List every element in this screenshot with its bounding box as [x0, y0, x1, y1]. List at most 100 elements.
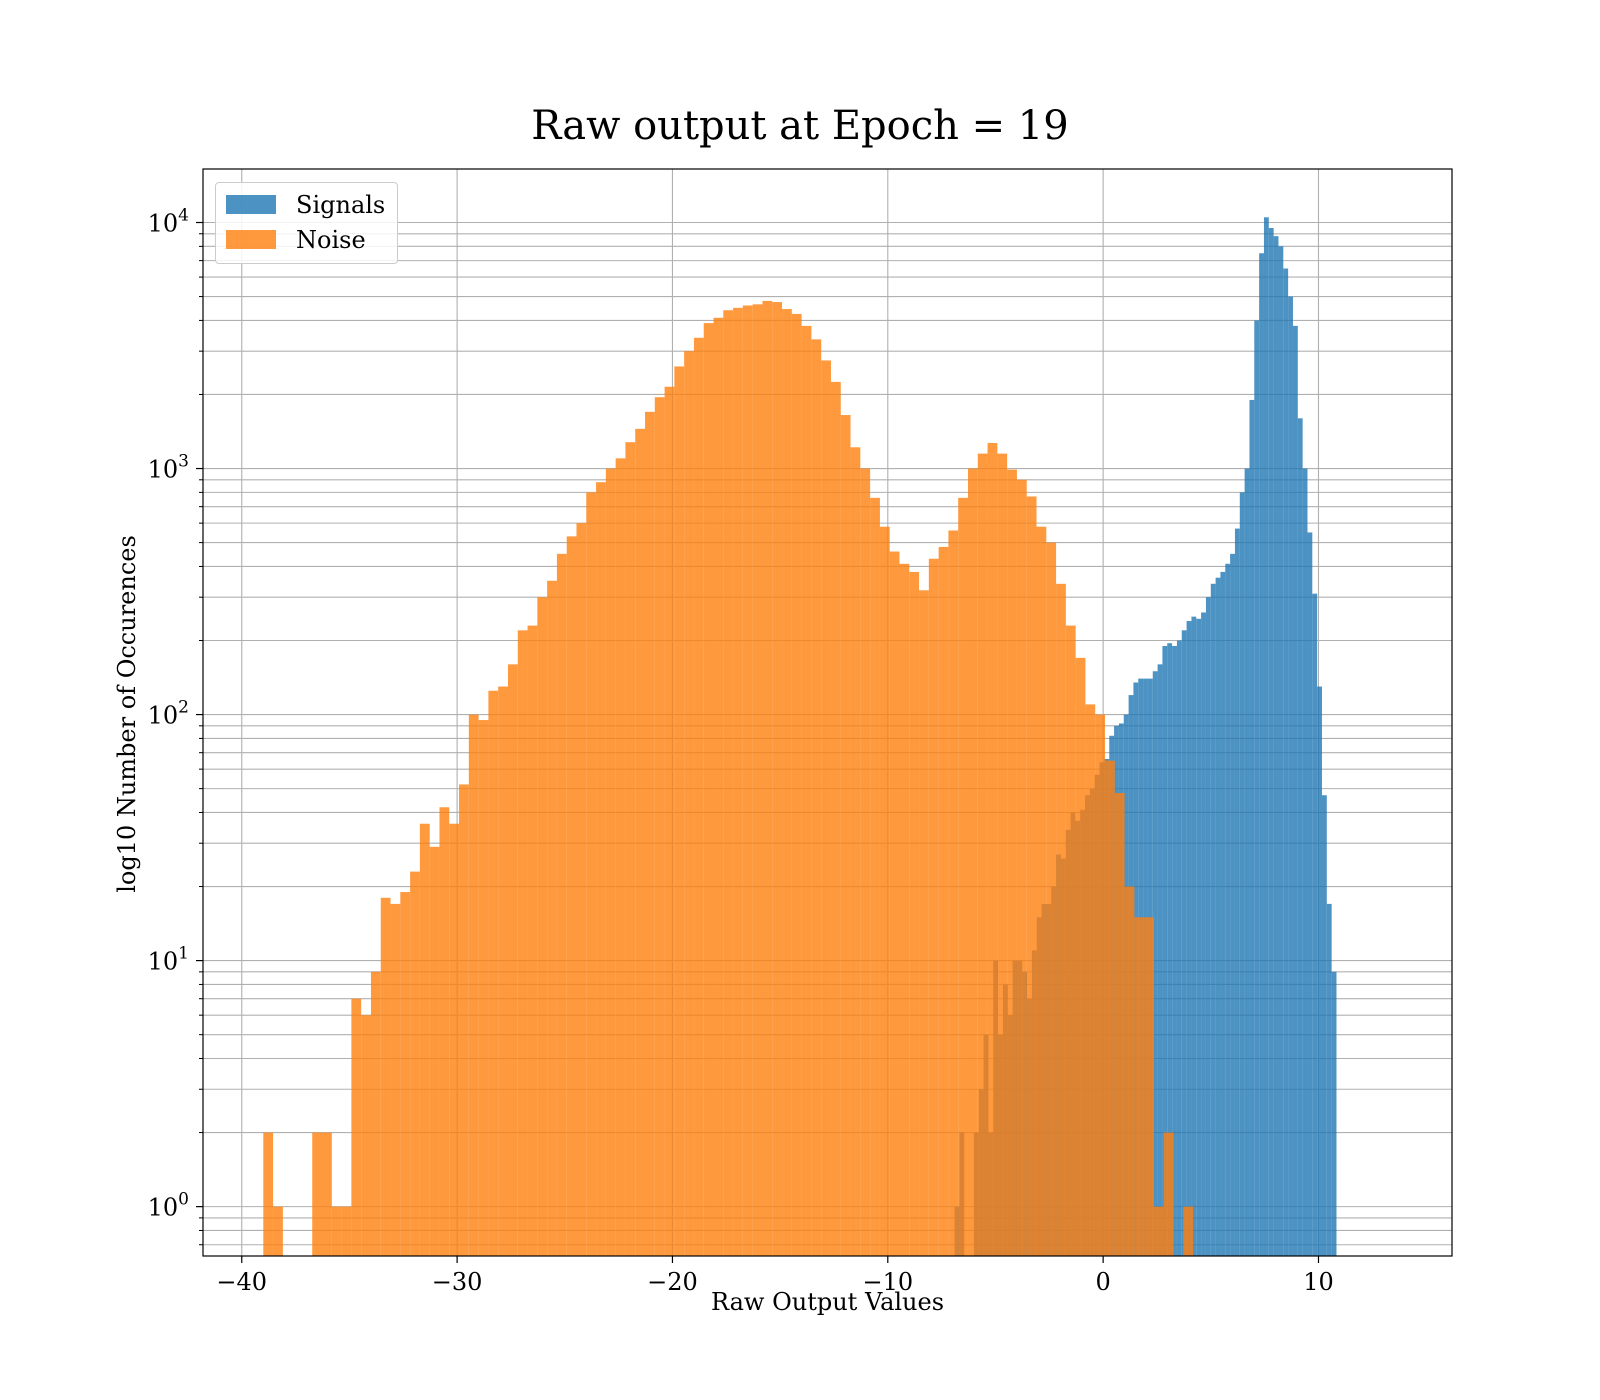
histogram-bar-noise: [312, 1132, 323, 1256]
histogram-bar-noise: [860, 468, 871, 1256]
histogram-bar-signals: [1326, 903, 1332, 1256]
histogram-bar-signals: [1244, 468, 1250, 1256]
histogram-bar-noise: [459, 784, 469, 1256]
histogram-bar-noise: [361, 1015, 371, 1256]
histogram-bar-noise: [1016, 479, 1027, 1256]
y-tick-label-base: 10: [148, 702, 179, 730]
histogram-bar-noise: [1085, 704, 1096, 1256]
histogram-bar-noise: [948, 530, 959, 1256]
histogram-bar-noise: [547, 580, 557, 1256]
histogram-bar-noise: [840, 415, 851, 1256]
x-tick-label: −40: [216, 1268, 267, 1296]
histogram-bar-noise: [400, 892, 411, 1256]
histogram-bar-signals: [1268, 227, 1274, 1257]
histogram-bar-signals: [1215, 577, 1221, 1256]
histogram-bar-signals: [1239, 492, 1245, 1256]
histogram-bar-noise: [341, 1206, 352, 1256]
histogram-bar-noise: [273, 1206, 283, 1256]
histogram-bar-noise: [684, 351, 694, 1256]
histogram-bar-signals: [1259, 253, 1264, 1256]
histogram-bar-signals: [1196, 618, 1202, 1256]
histogram-bar-signals: [1157, 664, 1163, 1256]
histogram-bar-signals: [1283, 268, 1289, 1256]
histogram-bar-noise: [654, 397, 665, 1256]
y-tick-label-exponent: 0: [178, 1190, 189, 1210]
y-tick-label: 100: [148, 1190, 189, 1222]
legend-swatch-noise: [226, 230, 276, 249]
histogram-bar-noise: [635, 428, 646, 1257]
x-tick-label: −10: [862, 1268, 913, 1296]
histogram-bar-signals: [1176, 640, 1182, 1256]
histogram-bar-noise: [713, 317, 724, 1256]
histogram-bar-noise: [645, 411, 655, 1257]
histogram-bar-noise: [263, 1132, 274, 1256]
y-tick-label: 104: [148, 206, 189, 238]
y-tick-label-exponent: 1: [178, 944, 189, 964]
histogram-bar-noise: [537, 597, 548, 1256]
bars-layer: [263, 217, 1337, 1257]
legend-item-signals: Signals: [226, 187, 385, 222]
y-tick-label: 103: [148, 452, 189, 484]
histogram-bar-noise: [850, 447, 861, 1256]
histogram-bar-signals: [1292, 325, 1298, 1256]
histogram-bar-noise: [811, 339, 822, 1256]
histogram-bar-noise: [664, 386, 675, 1256]
histogram-bar-noise: [1114, 792, 1125, 1256]
histogram-bar-signals: [1210, 583, 1216, 1256]
histogram-bar-noise: [723, 310, 734, 1257]
histogram-bar-signals: [1297, 418, 1303, 1256]
histogram-bar-noise: [1026, 496, 1037, 1257]
histogram-bar-noise: [1134, 917, 1145, 1256]
histogram-bar-noise: [997, 453, 1008, 1256]
histogram-bar-noise: [556, 553, 567, 1256]
legend-label-signals: Signals: [296, 190, 386, 219]
histogram-bar-noise: [1183, 1206, 1194, 1256]
legend-label-noise: Noise: [296, 225, 366, 254]
histogram-bar-signals: [1307, 532, 1313, 1256]
histogram-bar-noise: [899, 563, 910, 1256]
plot-frame: [202, 168, 1453, 1257]
histogram-bar-noise: [498, 686, 508, 1256]
histogram-bar-signals: [1152, 671, 1158, 1256]
histogram-bar-noise: [958, 497, 968, 1256]
histogram-bar-noise: [772, 302, 783, 1256]
histogram-bar-noise: [733, 307, 743, 1257]
histogram-bar-noise: [1056, 583, 1066, 1256]
histogram-bar-noise: [615, 458, 626, 1257]
histogram-bar-signals: [1186, 621, 1192, 1256]
histogram-bar-signals: [1288, 296, 1293, 1256]
histogram-bar-noise: [1163, 1132, 1174, 1256]
histogram-bar-noise: [938, 546, 949, 1256]
histogram-bar-signals: [1172, 645, 1177, 1256]
histogram-bar-noise: [762, 300, 773, 1256]
histogram-bar-noise: [1153, 1206, 1164, 1256]
y-tick-label-base: 10: [148, 210, 179, 238]
x-tick-label: −30: [432, 1268, 483, 1296]
histogram-bar-signals: [1317, 686, 1322, 1256]
histogram-bar-noise: [919, 590, 929, 1256]
y-tick-label-base: 10: [148, 456, 179, 484]
histogram-bar-noise: [478, 720, 489, 1256]
y-tick-label: 101: [148, 944, 189, 976]
histogram-bar-noise: [967, 468, 978, 1256]
histogram-bar-noise: [439, 807, 450, 1256]
legend-item-noise: Noise: [226, 222, 385, 257]
histogram-bar-noise: [507, 664, 518, 1256]
histogram-bar-signals: [1225, 563, 1231, 1256]
y-tick-label-exponent: 4: [178, 206, 189, 226]
histogram-bar-noise: [928, 558, 939, 1256]
histogram-bar-signals: [1220, 571, 1226, 1256]
histogram-bar-noise: [1144, 917, 1154, 1256]
histogram-bar-noise: [909, 571, 920, 1256]
histogram-bar-noise: [429, 846, 440, 1256]
histogram-bar-signals: [1205, 597, 1211, 1256]
y-tick-label: 102: [148, 698, 189, 730]
histogram-bar-noise: [801, 325, 812, 1256]
histogram-bar-noise: [586, 492, 597, 1256]
legend-swatch-signals: [226, 195, 276, 214]
y-tick-label-exponent: 2: [178, 698, 189, 718]
histogram-bar-signals: [1321, 795, 1327, 1256]
histogram-bar-noise: [1046, 542, 1057, 1256]
